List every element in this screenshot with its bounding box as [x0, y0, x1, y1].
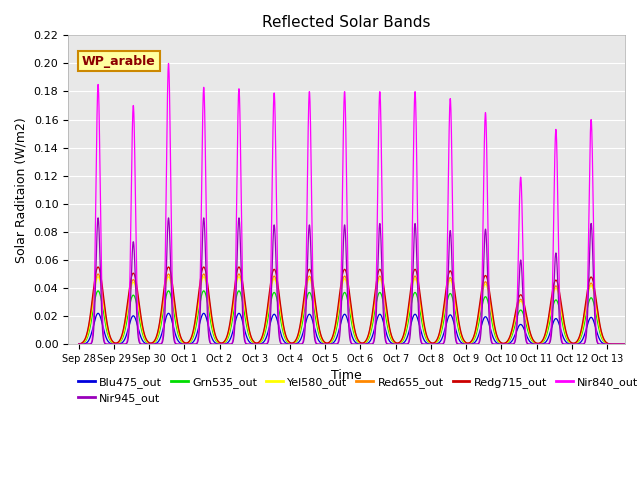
Y-axis label: Solar Raditaion (W/m2): Solar Raditaion (W/m2): [15, 117, 28, 263]
Text: WP_arable: WP_arable: [82, 55, 156, 68]
Legend: Nir945_out: Nir945_out: [74, 388, 165, 408]
X-axis label: Time: Time: [331, 370, 362, 383]
Title: Reflected Solar Bands: Reflected Solar Bands: [262, 15, 431, 30]
